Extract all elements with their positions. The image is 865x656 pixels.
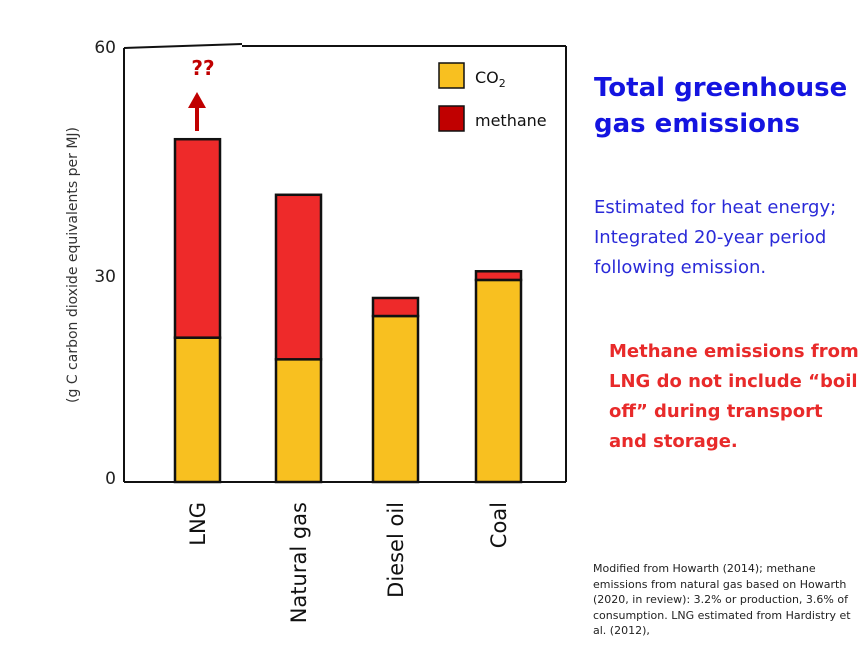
x-tick-coal: Coal (487, 502, 511, 548)
legend-label-methane: methane (475, 111, 547, 130)
bar-group-diesel-oil (371, 296, 420, 484)
emissions-chart: 60 30 0 (g C carbon dioxide equivalents … (65, 38, 567, 623)
x-tick-natural-gas: Natural gas (287, 502, 311, 623)
bar-natural-gas-co2 (274, 358, 323, 484)
bar-lng-methane (173, 137, 222, 339)
up-arrow-icon (188, 92, 206, 108)
x-tick-diesel-oil: Diesel oil (384, 502, 408, 598)
panel-title: Total greenhouse gas emissions (594, 73, 848, 139)
y-axis-label: (g C carbon dioxide equivalents per MJ) (65, 127, 81, 403)
panel-note: Methane emissions from LNG do not includ… (609, 341, 859, 452)
bar-natural-gas-methane (274, 193, 323, 361)
question-marks: ?? (191, 56, 214, 80)
legend: CO2 methane (438, 62, 547, 132)
bar-coal-methane (474, 270, 523, 282)
y-tick-30: 30 (94, 267, 116, 287)
plot-top-border-break (123, 43, 243, 49)
bar-lng-co2 (173, 336, 222, 484)
panel-subtitle: Estimated for heat energy; Integrated 20… (594, 197, 837, 278)
bar-coal-co2 (474, 278, 523, 484)
legend-label-co2: CO2 (475, 68, 506, 90)
x-tick-lng: LNG (186, 502, 210, 546)
panel-source: Modified from Howarth (2014); methane em… (593, 562, 851, 637)
bar-group-lng (173, 137, 222, 484)
bar-diesel-oil-methane (371, 296, 420, 318)
legend-swatch-co2 (438, 62, 465, 89)
bar-diesel-oil-co2 (371, 314, 420, 484)
legend-swatch-methane (438, 105, 465, 132)
lng-uncertainty-annotation: ?? (188, 56, 215, 131)
bar-group-coal (474, 270, 523, 484)
y-tick-60: 60 (94, 38, 116, 58)
bar-group-natural-gas (274, 193, 323, 484)
y-tick-0: 0 (105, 469, 116, 489)
